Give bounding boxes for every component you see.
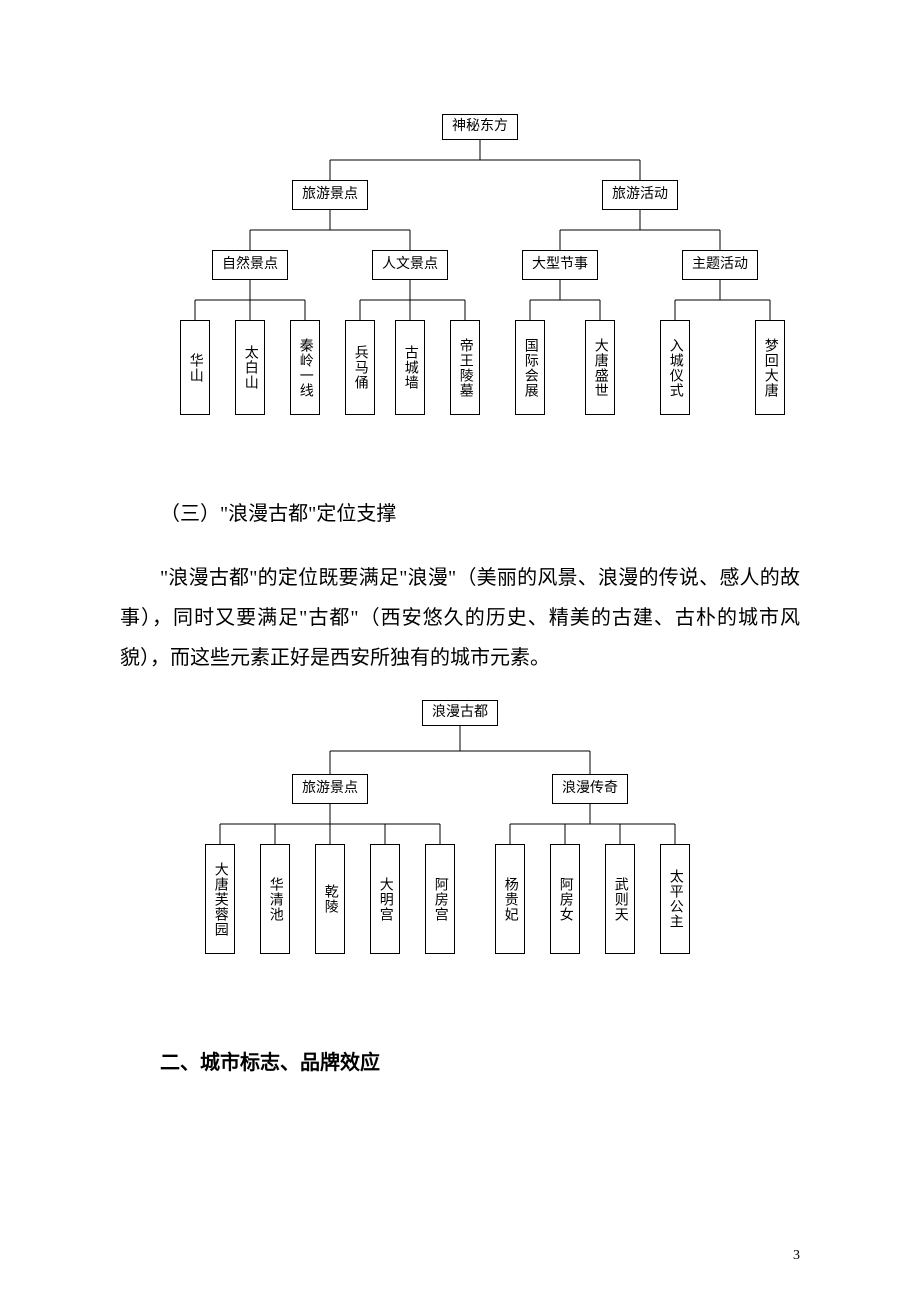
tree2-root: 浪漫古都 [422,700,498,726]
tree2-leaf-8: 太平公主 [660,844,690,954]
tree1-l2-0: 旅游景点 [292,180,368,210]
body-paragraph: "浪漫古都"的定位既要满足"浪漫"（美丽的风景、浪漫的传说、感人的故事），同时又… [120,558,800,678]
tree1-connectors [160,110,800,470]
tree-mystic-east: 神秘东方 旅游景点 旅游活动 自然景点 人文景点 大型节事 主题活动 华山 太白… [160,110,800,470]
tree2-leaf-0: 大唐芙蓉园 [205,844,235,954]
tree1-leaf-1: 太白山 [235,320,265,415]
tree1-l3-0: 自然景点 [212,250,288,280]
tree1-leaf-7: 大唐盛世 [585,320,615,415]
tree2-leaf-3: 大明宫 [370,844,400,954]
tree2-leaf-7: 武则天 [605,844,635,954]
tree1-l3-2: 大型节事 [522,250,598,280]
tree1-leaf-5: 帝王陵墓 [450,320,480,415]
tree2-l2-1: 浪漫传奇 [552,774,628,804]
subheading-3: （三）"浪漫古都"定位支撑 [120,494,800,534]
tree1-leaf-6: 国际会展 [515,320,545,415]
tree1-l2-1: 旅游活动 [602,180,678,210]
tree1-leaf-0: 华山 [180,320,210,415]
tree2-leaf-6: 阿房女 [550,844,580,954]
tree2-leaf-5: 杨贵妃 [495,844,525,954]
tree1-leaf-3: 兵马俑 [345,320,375,415]
tree2-l2-0: 旅游景点 [292,774,368,804]
tree1-root: 神秘东方 [442,114,518,140]
tree1-leaf-9: 梦回大唐 [755,320,785,415]
tree-romantic-capital: 浪漫古都 旅游景点 浪漫传奇 大唐芙蓉园 华清池 乾陵 大明宫 阿房宫 杨贵妃 … [180,696,740,986]
page-number: 3 [793,1248,800,1264]
tree1-leaf-2: 秦岭一线 [290,320,320,415]
paragraph-1: "浪漫古都"的定位既要满足"浪漫"（美丽的风景、浪漫的传说、感人的故事），同时又… [120,558,800,678]
tree1-leaf-4: 古城墙 [395,320,425,415]
tree2-leaf-2: 乾陵 [315,844,345,954]
tree2-leaf-4: 阿房宫 [425,844,455,954]
section-heading-2: 二、城市标志、品牌效应 [120,1046,800,1075]
tree1-l3-1: 人文景点 [372,250,448,280]
tree1-l3-3: 主题活动 [682,250,758,280]
tree1-leaf-8: 入城仪式 [660,320,690,415]
tree2-leaf-1: 华清池 [260,844,290,954]
